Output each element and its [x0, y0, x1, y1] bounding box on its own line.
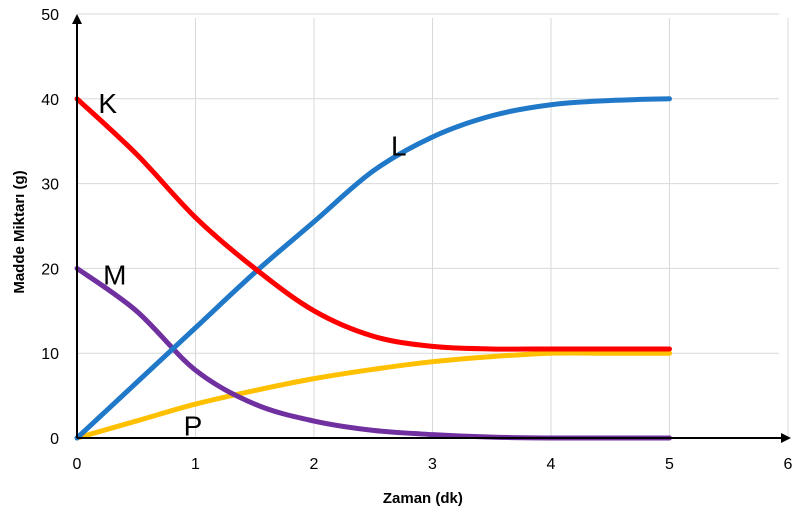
series-line-p [74, 350, 672, 441]
tick-labels: 0 1 2 3 4 5 6 0 10 20 30 40 50 [41, 7, 792, 473]
axes [72, 14, 791, 443]
curve-label-k: K [98, 88, 117, 119]
curve-labels: K L M P [98, 88, 406, 441]
y-tick-label: 10 [41, 346, 59, 363]
x-tick-label: 0 [73, 456, 82, 473]
y-tick-label: 30 [41, 177, 59, 194]
x-tick-label: 2 [310, 456, 319, 473]
y-tick-label: 20 [41, 261, 59, 278]
curve-label-m: M [103, 259, 126, 290]
x-tick-label: 1 [191, 456, 200, 473]
x-tick-label: 3 [428, 456, 437, 473]
series-line-l [74, 96, 672, 441]
y-tick-label: 50 [41, 7, 59, 24]
x-tick-label: 6 [784, 456, 792, 473]
gridlines [77, 13, 789, 438]
curve-label-p: P [184, 410, 203, 441]
y-tick-label: 0 [50, 431, 59, 448]
x-axis-title: Zaman (dk) [383, 490, 463, 507]
x-tick-label: 4 [547, 456, 556, 473]
curve-label-l: L [391, 130, 407, 161]
y-axis-title: Madde Miktarı (g) [11, 170, 28, 293]
x-tick-label: 5 [665, 456, 674, 473]
series-line-k [74, 96, 672, 352]
y-tick-label: 40 [41, 92, 59, 109]
